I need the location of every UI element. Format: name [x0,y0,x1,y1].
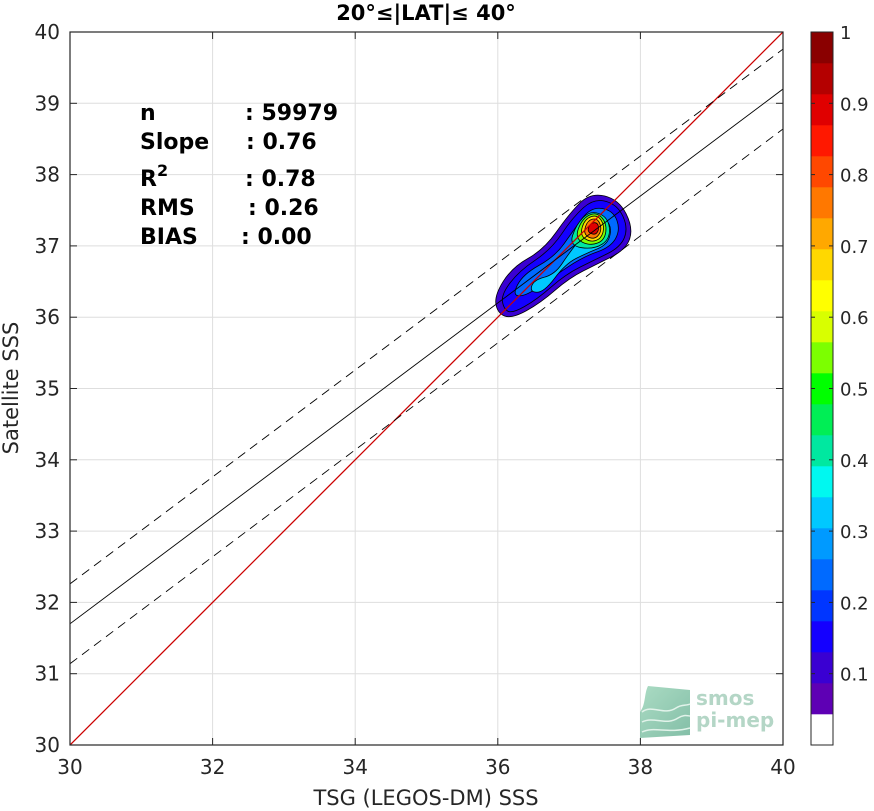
logo-text-pi-mep: pi-mep [696,708,774,732]
stat-label: BIAS [140,225,198,250]
axis-tick-labels: 30 32 34 36 38 40 30 31 32 33 34 35 36 37 38 39 40 [35,20,796,779]
y-tick-label: 40 [35,20,60,44]
colorbar-band [811,435,833,467]
colorbar-band [811,590,833,622]
stat-value: : 0.26 [248,196,319,221]
colorbar-band [811,497,833,529]
stat-value: : 0.78 [245,167,316,192]
line-1:1 [70,32,783,745]
colorbar-band [811,528,833,560]
stat-label: RMS [140,196,195,221]
colorbar-tick-label: 0.5 [840,380,869,401]
reference-lines [70,32,783,745]
logo-text-smos: smos [696,686,754,710]
colorbar-tick-label: 0.6 [840,308,869,329]
colorbar-band [811,652,833,684]
x-tick-label: 38 [628,755,653,779]
colorbar-band [811,187,833,219]
stat-value: : 59979 [245,101,338,126]
y-axis-label: Satellite SSS [0,322,23,455]
stat-value: : 0.00 [241,225,312,250]
stat-label: n [140,101,156,126]
colorbar-tick-label: 1 [840,23,851,44]
x-tick-label: 34 [342,755,367,779]
colorbar-band [811,404,833,436]
colorbar-tick-label: 0.1 [840,665,869,686]
y-tick-label: 32 [35,590,60,614]
colorbar-band [811,63,833,95]
y-tick-label: 39 [35,91,60,115]
y-tick-label: 30 [35,733,60,757]
colorbar-band [811,280,833,312]
chart-title: 20°≤|LAT|≤ 40° [336,1,516,26]
axis-ticks [69,31,784,746]
colorbar-tick-label: 0.3 [840,522,869,543]
colorbar-band [811,621,833,653]
y-tick-label: 37 [35,234,60,258]
colorbar-band [811,342,833,374]
grid [70,32,783,745]
stat-label: Slope [140,130,209,155]
logo-waves-icon [640,686,690,738]
line-fit+ [70,48,783,585]
colorbar-band [811,466,833,498]
y-tick-label: 33 [35,519,60,543]
y-tick-label: 36 [35,305,60,329]
x-tick-label: 32 [200,755,225,779]
colorbar-tick-label: 0.4 [840,451,869,472]
smos-pi-mep-logo: smos pi-mep [640,686,774,738]
x-tick-label: 40 [770,755,795,779]
colorbar-band [811,559,833,591]
colorbar-band [811,683,833,715]
density-level-8 [587,222,599,235]
colorbar-band [811,373,833,405]
colorbar-band [811,218,833,250]
line-fit- [70,128,783,665]
x-tick-label: 36 [485,755,510,779]
stat-value: : 0.76 [246,130,317,155]
x-tick-label: 30 [57,755,82,779]
colorbar-tick-label: 0.9 [840,94,869,115]
colorbar-band [811,311,833,343]
colorbar-band [811,156,833,188]
colorbar-tick-label: 0.2 [840,593,869,614]
line-fit [70,88,783,625]
colorbar-band [811,125,833,157]
y-tick-label: 34 [35,448,60,472]
colorbar: 0.1 0.2 0.3 0.4 0.5 0.6 0.7 0.8 0.9 1 [810,23,869,746]
colorbar-tick-label: 0.8 [840,166,869,187]
logo-wave-lines [641,703,691,733]
x-axis-label: TSG (LEGOS-DM) SSS [312,786,538,810]
colorbar-band [811,94,833,126]
colorbar-band [811,32,833,64]
y-tick-label: 38 [35,163,60,187]
colorbar-band [811,714,833,746]
y-tick-label: 35 [35,377,60,401]
colorbar-band [811,249,833,281]
y-tick-label: 31 [35,662,60,686]
colorbar-tick-label: 0.7 [840,237,869,258]
